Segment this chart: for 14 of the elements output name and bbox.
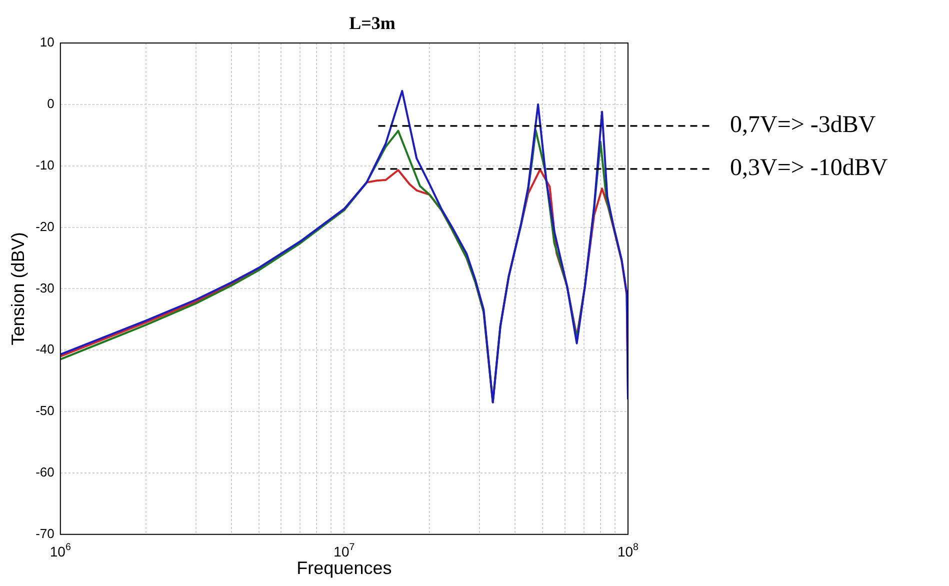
y-tick-label: 0 xyxy=(47,96,54,112)
y-tick-label: -60 xyxy=(36,464,54,480)
y-tick-label: -10 xyxy=(36,157,54,172)
ref-line-label: 0,7V=> -3dBV xyxy=(730,112,876,138)
y-axis-title: Tension (dBV) xyxy=(8,232,28,346)
ref-line-label: 0,3V=> -10dBV xyxy=(730,155,888,182)
chart-title: L=3m xyxy=(349,13,396,33)
y-tick-label: -20 xyxy=(36,218,54,234)
y-tick-label: 10 xyxy=(40,34,54,50)
y-tick-label: -70 xyxy=(36,526,54,541)
y-tick-label: -40 xyxy=(36,342,54,357)
x-axis-title: Frequences xyxy=(296,558,392,578)
y-tick-label: -50 xyxy=(36,403,54,418)
y-tick-label: -30 xyxy=(36,280,54,296)
